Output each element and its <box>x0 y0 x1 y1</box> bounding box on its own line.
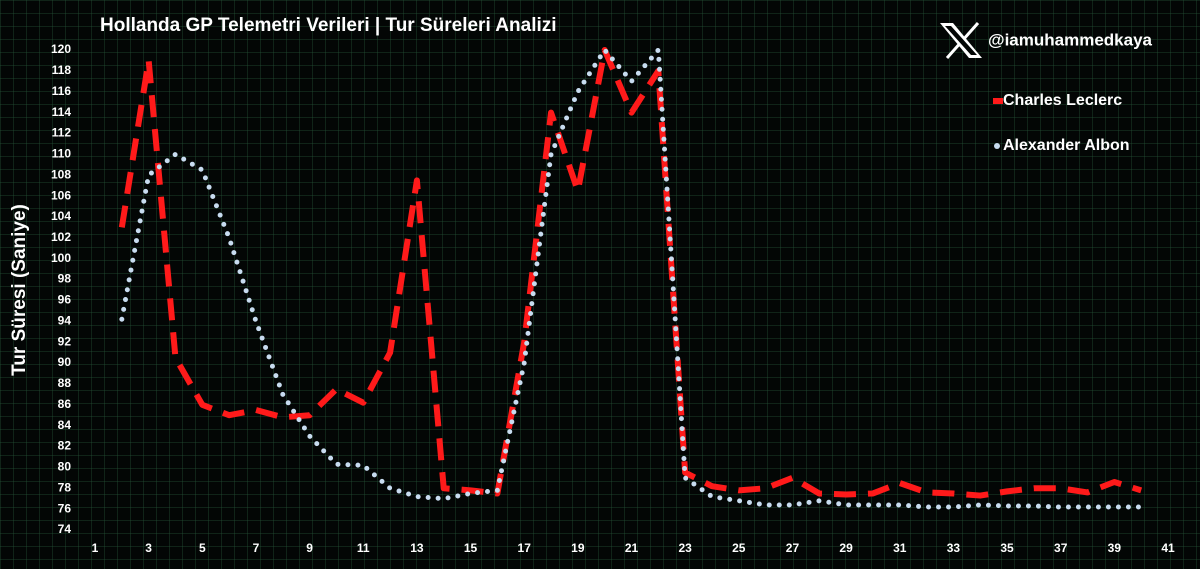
y-tick-label: 86 <box>58 397 72 411</box>
y-tick-label: 76 <box>58 501 72 515</box>
x-tick-label: 27 <box>786 541 800 555</box>
y-tick-label: 100 <box>51 251 71 265</box>
legend-label: Alexander Albon <box>1003 137 1130 154</box>
legend-label: Charles Leclerc <box>1003 92 1122 109</box>
handle: @iamuhammedkaya <box>988 30 1153 49</box>
x-tick-label: 9 <box>306 541 313 555</box>
y-tick-label: 108 <box>51 167 71 181</box>
y-tick-label: 112 <box>52 126 72 140</box>
x-tick-label: 15 <box>464 541 478 555</box>
x-tick-label: 3 <box>145 541 152 555</box>
y-tick-label: 92 <box>58 334 72 348</box>
x-tick-label: 29 <box>839 541 853 555</box>
y-tick-label: 102 <box>51 230 71 244</box>
y-tick-label: 118 <box>52 63 72 77</box>
x-tick-label: 1 <box>92 541 99 555</box>
series-line <box>119 47 1144 510</box>
chart-title: Hollanda GP Telemetri Verileri | Tur Sür… <box>100 15 557 36</box>
y-tick-label: 114 <box>52 105 72 119</box>
y-tick-label: 110 <box>52 147 72 161</box>
y-tick-label: 82 <box>58 439 72 453</box>
y-tick-label: 74 <box>58 522 72 536</box>
y-tick-label: 84 <box>58 418 72 432</box>
y-tick-label: 98 <box>58 272 72 286</box>
y-tick-label: 88 <box>58 376 72 390</box>
x-tick-label: 35 <box>1000 541 1014 555</box>
y-tick-label: 78 <box>58 480 72 494</box>
x-tick-label: 5 <box>199 541 206 555</box>
x-tick-label: 41 <box>1161 541 1175 555</box>
y-tick-label: 104 <box>51 209 71 223</box>
x-tick-label: 17 <box>518 541 532 555</box>
x-tick-label: 11 <box>357 541 370 555</box>
y-tick-label: 94 <box>58 313 72 327</box>
x-tick-label: 33 <box>947 541 961 555</box>
y-tick-label: 90 <box>58 355 72 369</box>
y-tick-label: 96 <box>58 293 72 307</box>
series-line <box>118 47 1143 499</box>
x-tick-label: 37 <box>1054 541 1068 555</box>
x-tick-label: 19 <box>571 541 585 555</box>
x-tick-label: 13 <box>410 541 424 555</box>
legend-marker <box>994 143 1000 149</box>
y-tick-label: 120 <box>51 42 71 56</box>
x-tick-label: 7 <box>253 541 260 555</box>
x-tick-label: 31 <box>893 541 907 555</box>
x-tick-label: 25 <box>732 541 746 555</box>
y-axis-label: Tur Süresi (Saniye) <box>9 204 30 376</box>
x-tick-label: 23 <box>678 541 692 555</box>
y-tick-label: 116 <box>52 84 72 98</box>
y-tick-label: 80 <box>58 460 72 474</box>
x-tick-label: 21 <box>625 541 639 555</box>
x-logo <box>940 22 982 59</box>
y-tick-label: 106 <box>51 188 71 202</box>
x-tick-label: 39 <box>1108 541 1122 555</box>
